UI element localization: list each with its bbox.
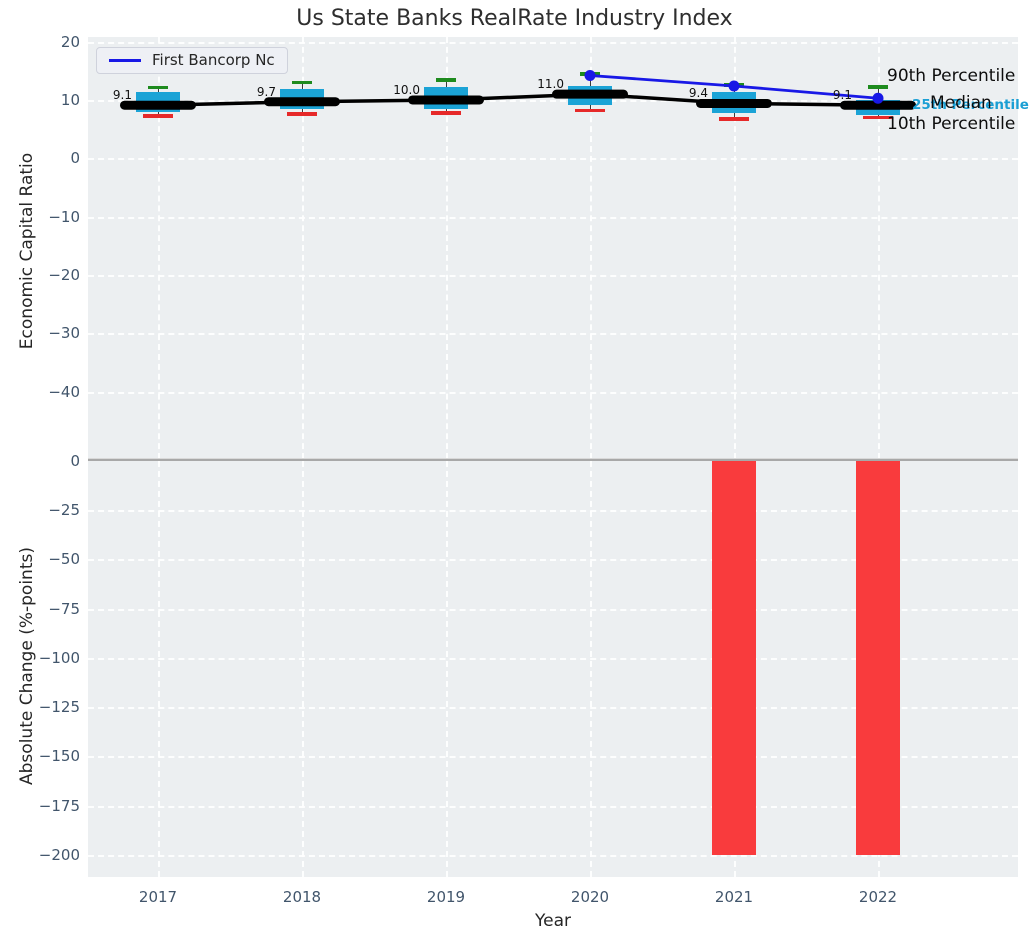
- company-series-marker: [584, 69, 596, 81]
- p10-cap: [863, 115, 893, 120]
- p10-cap: [431, 111, 461, 115]
- p10-cap: [143, 114, 173, 118]
- median-segment: [696, 98, 772, 108]
- zero-line: [88, 458, 1018, 461]
- gridline-v: [734, 37, 736, 459]
- gridline-h: [88, 559, 1018, 562]
- median-segment: [120, 100, 196, 110]
- y-tick-label: 10: [60, 90, 80, 109]
- y-tick-label: −75: [48, 599, 80, 618]
- gridline-h: [88, 158, 1018, 161]
- x-tick-label: 2021: [714, 888, 754, 906]
- p10-cap: [575, 108, 605, 113]
- x-tick-label: 2020: [570, 888, 610, 906]
- median-value-label: 9.7: [256, 84, 276, 99]
- p10-cap: [287, 112, 317, 116]
- gridline-h: [88, 333, 1018, 336]
- median-value-label: 9.1: [112, 88, 132, 103]
- y-tick-label: 0: [70, 452, 80, 470]
- y-tick-label: −30: [48, 324, 80, 343]
- percentile-label: 10th Percentile: [887, 114, 1016, 134]
- y-tick-label: −200: [38, 846, 80, 864]
- top-plot-area: 9.1 9.7 10.0 11.0 9.4 9.1: [88, 37, 1018, 459]
- y-tick-label: 0: [70, 149, 80, 168]
- percentile-label: 90th Percentile: [887, 66, 1016, 86]
- y-tick-label: −125: [38, 698, 80, 717]
- median-segment: [552, 89, 628, 99]
- y-tick-label: −100: [38, 648, 80, 667]
- gridline-h: [88, 509, 1018, 512]
- median-segment: [840, 100, 916, 110]
- gridline-h: [88, 707, 1018, 710]
- legend-line-swatch: [109, 59, 141, 62]
- gridline-v: [446, 37, 448, 459]
- gridline-h: [88, 274, 1018, 277]
- gridline-v: [158, 37, 160, 459]
- gridline-v: [302, 37, 304, 459]
- gridline-h: [88, 391, 1018, 394]
- x-tick-label: 2018: [282, 888, 322, 906]
- median-value-label: 9.1: [832, 88, 852, 103]
- x-axis-label: Year: [535, 911, 571, 931]
- gridline-h: [88, 216, 1018, 219]
- gridline-v: [302, 461, 304, 877]
- x-tick-label: 2019: [426, 888, 466, 906]
- gridline-v: [878, 37, 880, 459]
- gridline-h: [88, 99, 1018, 102]
- percentile-label: 25th Percentile: [912, 97, 1029, 113]
- y-tick-label: −50: [48, 550, 80, 569]
- gridline-h: [88, 855, 1018, 857]
- x-tick-label: 2017: [138, 888, 178, 906]
- gridline-h: [88, 756, 1018, 759]
- median-segment: [264, 97, 340, 107]
- y-tick-label: −40: [48, 382, 80, 401]
- y-tick-label: −20: [48, 265, 80, 284]
- chart-title: Us State Banks RealRate Industry Index: [296, 6, 733, 31]
- company-series-marker: [872, 92, 884, 104]
- p90-cap: [148, 85, 168, 90]
- company-series-marker: [728, 80, 740, 92]
- median-value-label: 11.0: [537, 77, 564, 92]
- median-and-series-lines: [120, 69, 916, 110]
- legend: First Bancorp Nc: [96, 47, 288, 74]
- gridline-v: [158, 461, 160, 877]
- y-tick-label: −25: [48, 500, 80, 519]
- x-tick-label: 2022: [858, 888, 898, 906]
- y-tick-label: −175: [38, 796, 80, 815]
- p90-cap: [868, 85, 888, 89]
- legend-label: First Bancorp Nc: [152, 51, 275, 69]
- top-y-axis-label: Economic Capital Ratio: [17, 152, 37, 350]
- p90-cap: [292, 80, 312, 85]
- bottom-plot-area: [88, 461, 1018, 877]
- gridline-v: [446, 461, 448, 877]
- gridline-h: [88, 657, 1018, 660]
- median-value-label: 10.0: [393, 82, 420, 97]
- median-segment: [408, 95, 484, 105]
- y-tick-label: −10: [48, 207, 80, 226]
- gridline-h: [88, 805, 1018, 808]
- gridline-h: [88, 608, 1018, 611]
- median-value-label: 9.4: [688, 86, 708, 101]
- y-tick-label: −150: [38, 747, 80, 766]
- y-tick-label: 20: [60, 32, 80, 51]
- gridline-h: [88, 41, 1018, 44]
- bar: [856, 461, 900, 855]
- gridline-v: [590, 461, 592, 877]
- gridline-v: [590, 37, 592, 459]
- p10-cap: [719, 117, 749, 121]
- percentile-label: Median: [930, 93, 992, 113]
- p90-cap: [436, 78, 456, 82]
- bar: [712, 461, 756, 855]
